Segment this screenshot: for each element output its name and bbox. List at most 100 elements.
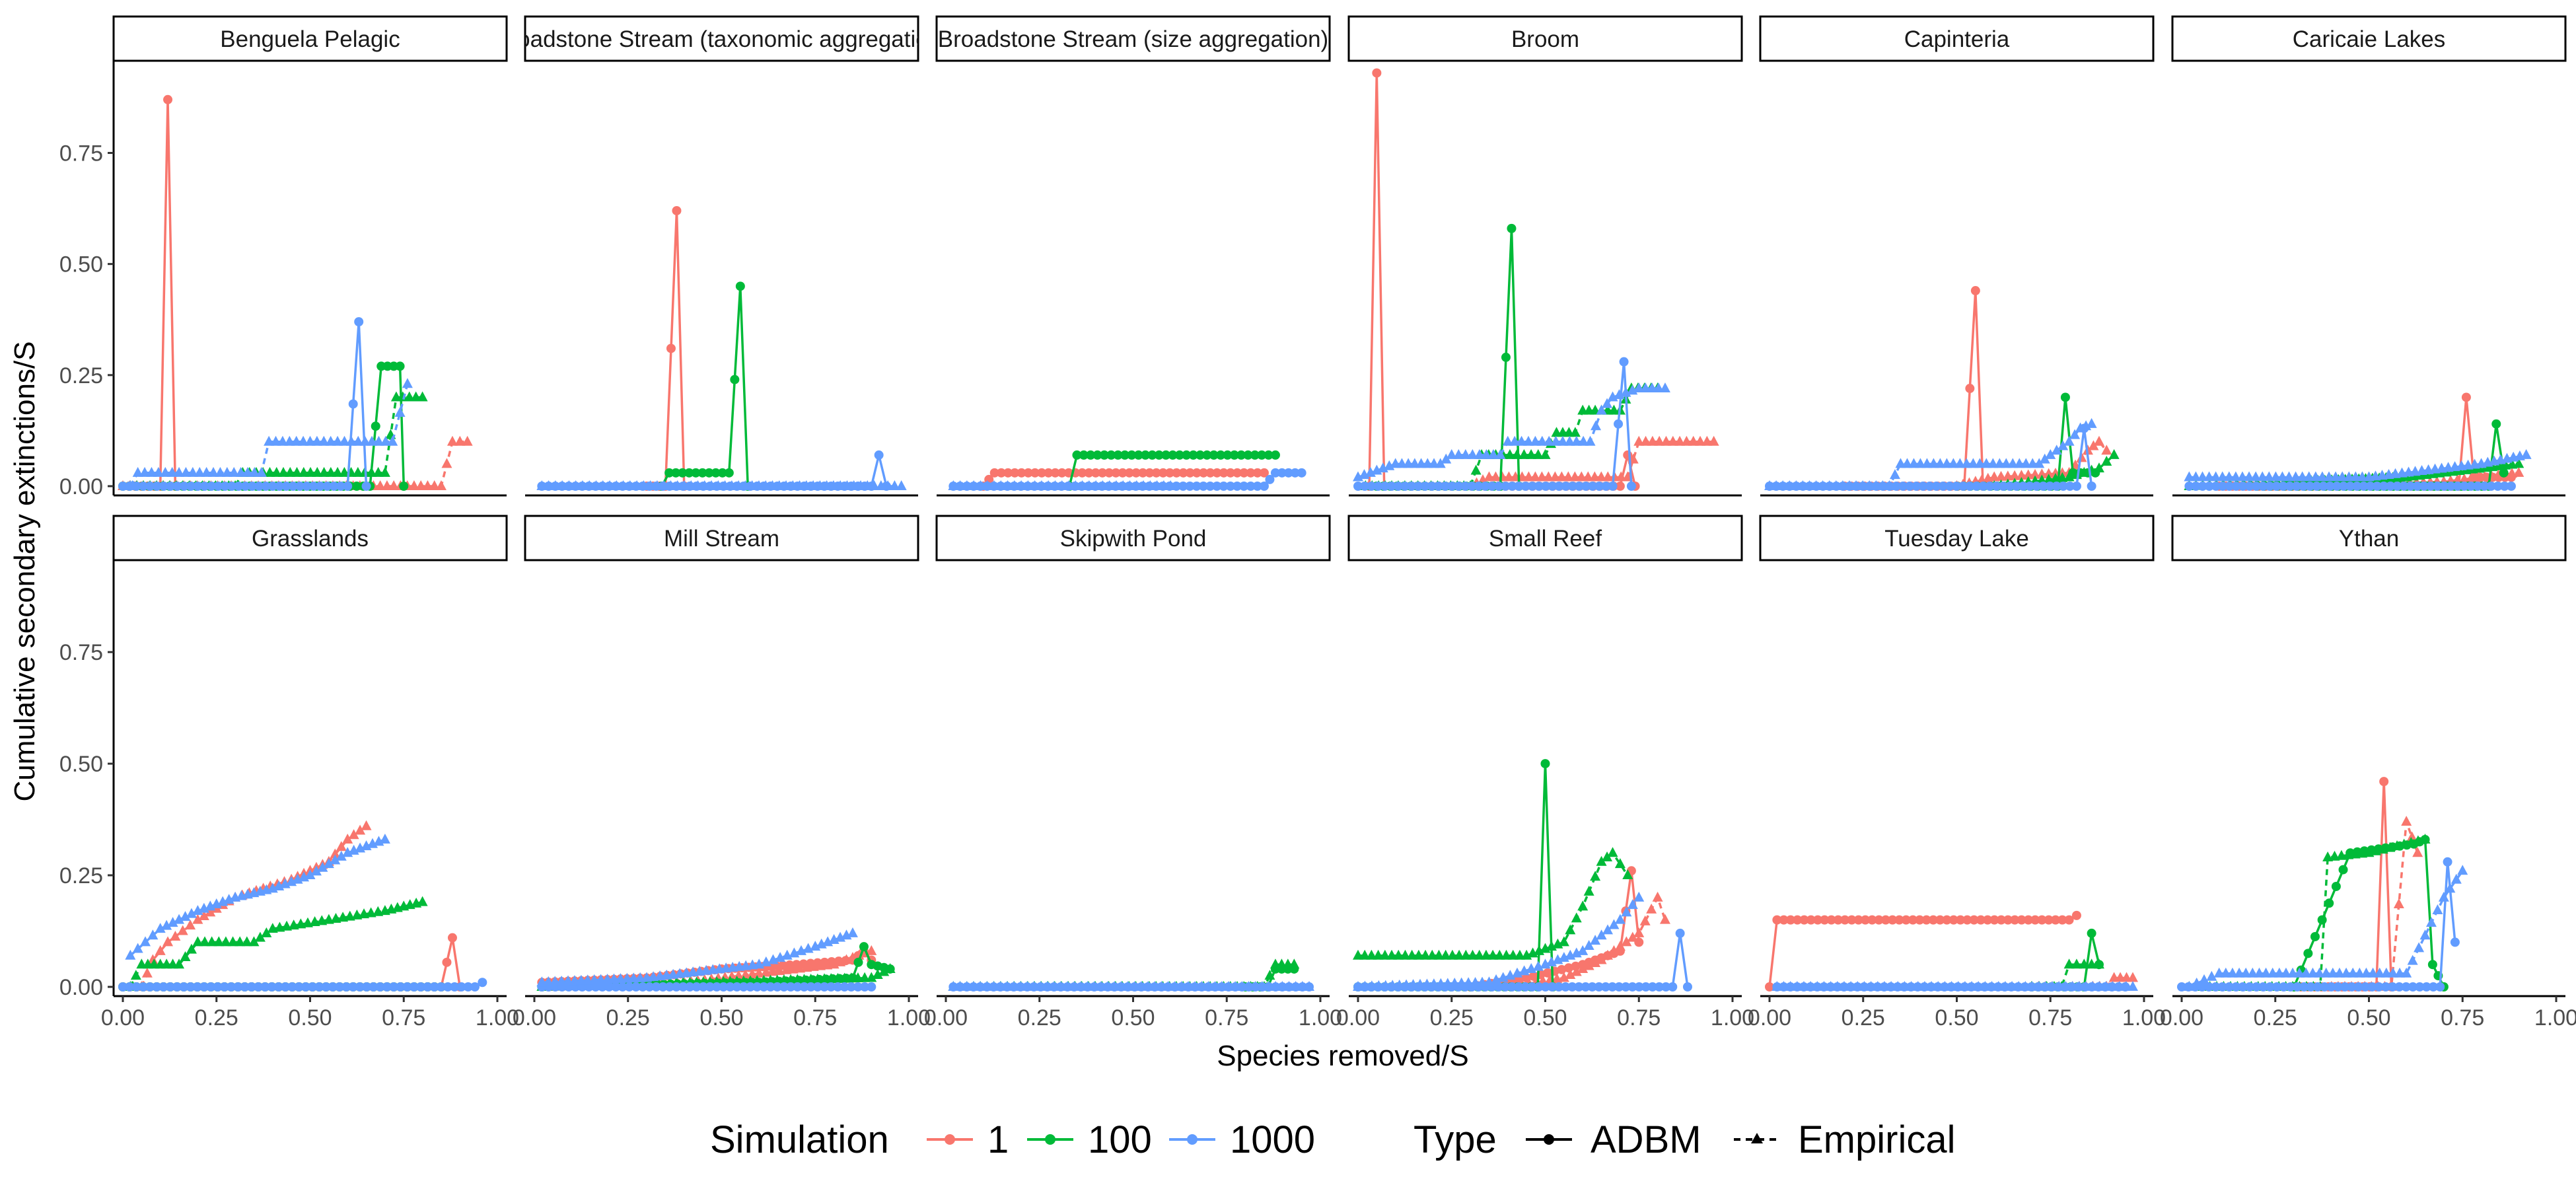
data-point-empirical — [1614, 914, 1626, 924]
data-point-adbm — [853, 982, 863, 991]
data-point-empirical — [884, 962, 896, 973]
data-point-empirical — [1818, 981, 1830, 991]
data-point-adbm — [2272, 982, 2282, 991]
data-point-adbm — [2238, 982, 2248, 991]
data-point-adbm — [1806, 915, 1816, 925]
data-point-empirical — [2257, 471, 2268, 482]
facet-panel: Capinteria — [1759, 15, 2155, 497]
data-point-adbm — [833, 982, 843, 991]
data-point-empirical — [2199, 974, 2210, 984]
data-point-adbm — [275, 482, 285, 491]
data-point-empirical — [1394, 979, 1405, 990]
data-point-adbm — [1608, 982, 1618, 991]
data-point-adbm — [2419, 482, 2429, 491]
data-point-adbm — [1976, 915, 1986, 925]
data-point-adbm — [1894, 915, 1904, 925]
data-point-adbm — [1106, 450, 1116, 460]
data-point-adbm — [2285, 982, 2295, 991]
data-point-empirical — [201, 466, 212, 477]
data-point-adbm — [1779, 915, 1789, 925]
data-point-adbm — [859, 942, 869, 952]
data-point-empirical — [781, 480, 792, 490]
data-point-empirical — [1646, 903, 1657, 914]
data-point-adbm — [1440, 482, 1450, 491]
data-point-adbm — [2326, 982, 2336, 991]
data-point-empirical — [1797, 480, 1808, 490]
data-point-adbm — [1023, 468, 1033, 478]
data-point-adbm — [1608, 482, 1618, 491]
data-point-adbm — [415, 982, 425, 991]
data-point-adbm — [2324, 898, 2334, 908]
data-point-adbm — [1225, 468, 1235, 478]
data-point-adbm — [664, 468, 674, 478]
data-point-empirical — [147, 929, 159, 940]
data-point-adbm — [429, 982, 439, 991]
data-point-empirical — [1857, 480, 1869, 490]
data-point-adbm — [2299, 982, 2309, 991]
data-point-adbm — [2340, 982, 2350, 991]
data-point-empirical — [2227, 967, 2238, 978]
data-point-adbm — [1867, 915, 1877, 925]
data-point-adbm — [152, 982, 162, 991]
data-point-adbm — [1182, 450, 1192, 460]
data-point-empirical — [298, 435, 309, 446]
data-point-adbm — [118, 482, 127, 491]
data-point-adbm — [2058, 482, 2068, 491]
data-point-empirical — [161, 919, 172, 930]
data-point-empirical — [1216, 981, 1227, 991]
data-point-adbm — [294, 982, 304, 991]
data-point-empirical — [180, 911, 191, 921]
data-point-adbm — [1574, 482, 1584, 491]
data-point-empirical — [631, 480, 643, 490]
data-point-adbm — [395, 361, 405, 371]
data-point-empirical — [166, 466, 178, 477]
data-point-empirical — [125, 949, 136, 960]
data-point-adbm — [2010, 915, 2020, 925]
series-line-1-adbm — [1844, 290, 1984, 487]
data-point-adbm — [666, 343, 676, 353]
data-point-adbm — [2338, 482, 2348, 491]
data-point-empirical — [339, 435, 350, 446]
data-point-empirical — [765, 974, 776, 985]
data-point-empirical — [1701, 435, 1713, 446]
data-point-empirical — [1640, 435, 1651, 446]
data-point-adbm — [1185, 482, 1195, 491]
data-point-adbm — [1072, 450, 1082, 460]
data-point-adbm — [1935, 915, 1945, 925]
data-point-adbm — [2459, 482, 2469, 491]
data-point-empirical — [848, 480, 859, 490]
data-point-empirical — [1223, 981, 1234, 991]
data-point-empirical — [852, 972, 863, 983]
x-tick-label: 0.50 — [1111, 1005, 1155, 1030]
data-point-empirical — [2054, 981, 2065, 991]
data-point-adbm — [989, 468, 999, 478]
legend-key-adbm-point — [1544, 1134, 1554, 1145]
facet-strip — [524, 515, 919, 561]
y-tick-label: 0.50 — [59, 752, 103, 777]
x-tick-label: 0.50 — [1523, 1005, 1567, 1030]
data-point-adbm — [2338, 865, 2348, 875]
data-point-empirical — [2127, 981, 2138, 991]
data-point-empirical — [139, 466, 151, 477]
data-point-empirical — [665, 480, 676, 490]
data-point-empirical — [1480, 949, 1491, 960]
data-point-empirical — [2407, 955, 2418, 965]
data-point-empirical — [1596, 954, 1607, 964]
data-point-empirical — [706, 480, 717, 490]
data-point-adbm — [2380, 982, 2390, 991]
data-point-empirical — [187, 466, 198, 477]
data-point-adbm — [447, 933, 457, 943]
data-point-empirical — [726, 480, 737, 490]
facet-panel: Small Reef 0.00 0.25 0.50 0.75 1.00 — [1336, 515, 1754, 1030]
data-point-adbm — [233, 982, 243, 991]
data-point-empirical — [1602, 924, 1613, 935]
data-point-empirical — [954, 981, 966, 991]
data-point-adbm — [1534, 482, 1544, 491]
data-point-empirical — [2026, 981, 2038, 991]
data-point-adbm — [1454, 482, 1464, 491]
data-point-empirical — [1621, 906, 1632, 917]
data-point-empirical — [2324, 471, 2335, 482]
data-point-empirical — [1474, 449, 1485, 459]
data-point-empirical — [1366, 980, 1377, 991]
data-point-adbm — [705, 982, 715, 991]
